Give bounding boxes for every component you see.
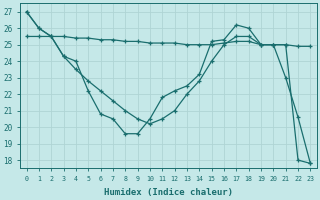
X-axis label: Humidex (Indice chaleur): Humidex (Indice chaleur) [104,188,233,197]
